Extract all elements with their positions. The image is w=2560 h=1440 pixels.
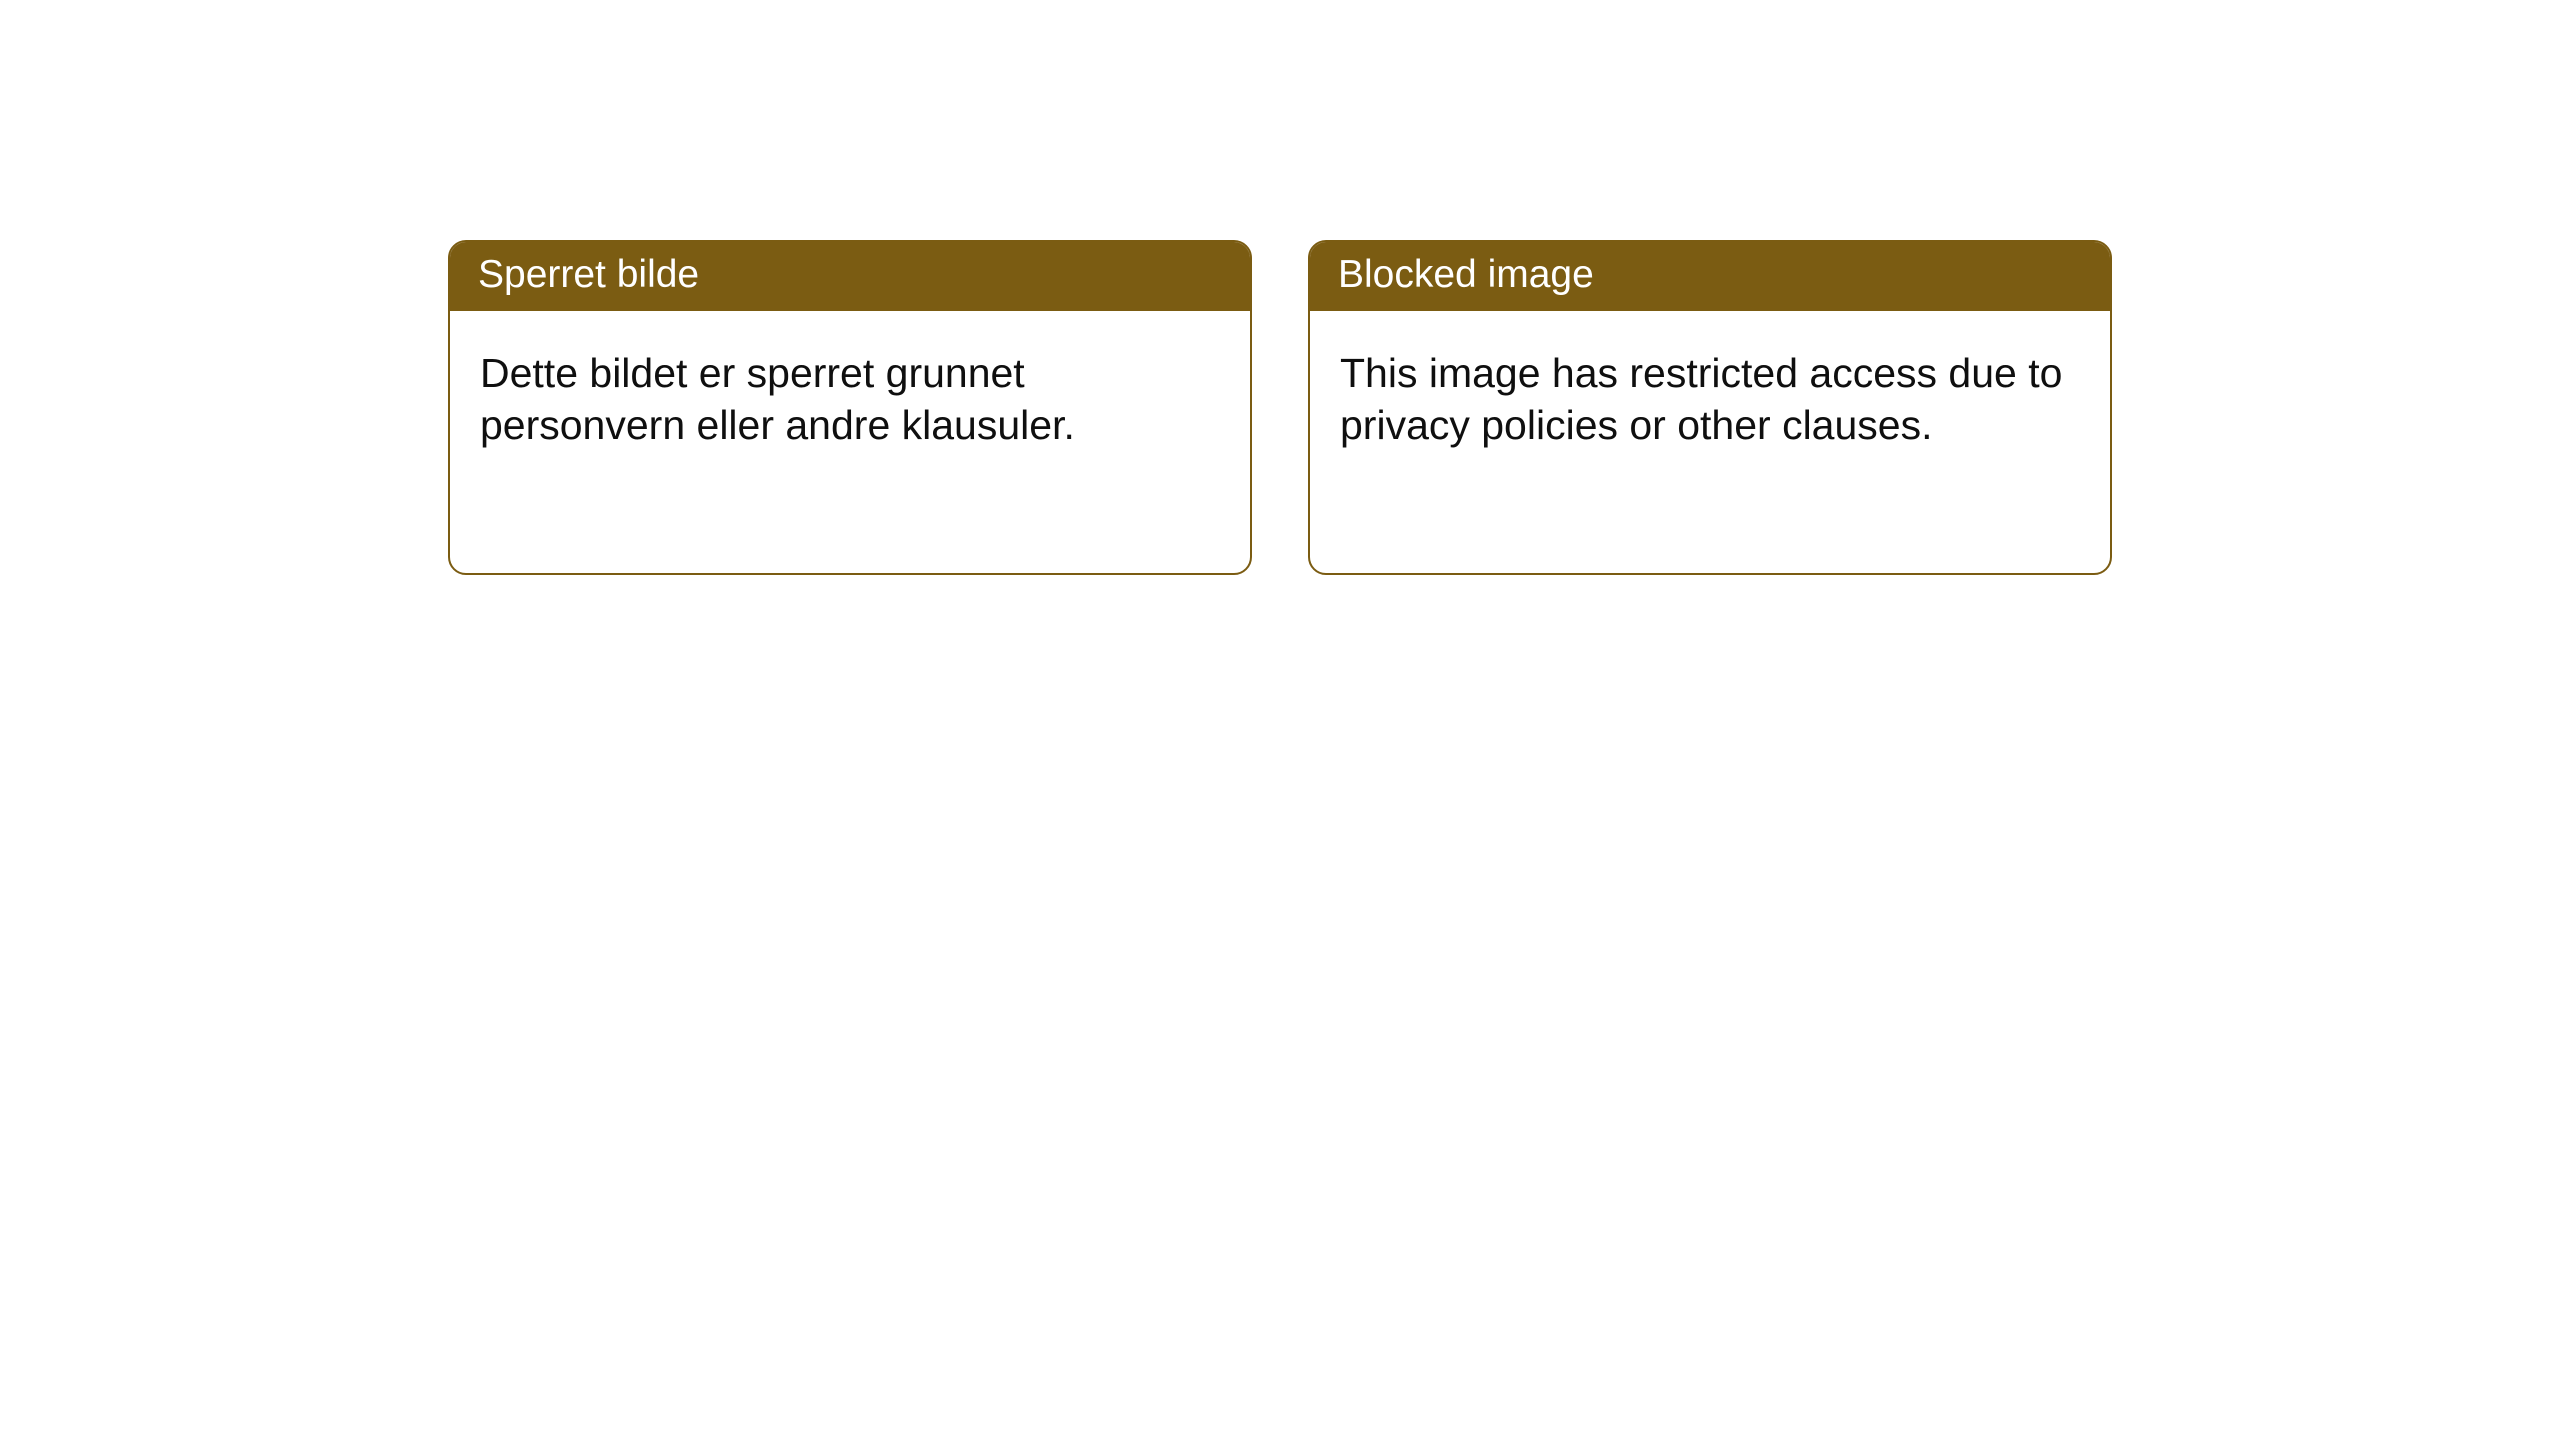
notice-card-en: Blocked image This image has restricted … [1308, 240, 2112, 575]
notice-card-no: Sperret bilde Dette bildet er sperret gr… [448, 240, 1252, 575]
notice-container: Sperret bilde Dette bildet er sperret gr… [0, 0, 2560, 575]
notice-body-en: This image has restricted access due to … [1310, 311, 2110, 482]
notice-title-no: Sperret bilde [450, 242, 1250, 311]
notice-body-no: Dette bildet er sperret grunnet personve… [450, 311, 1250, 482]
notice-title-en: Blocked image [1310, 242, 2110, 311]
